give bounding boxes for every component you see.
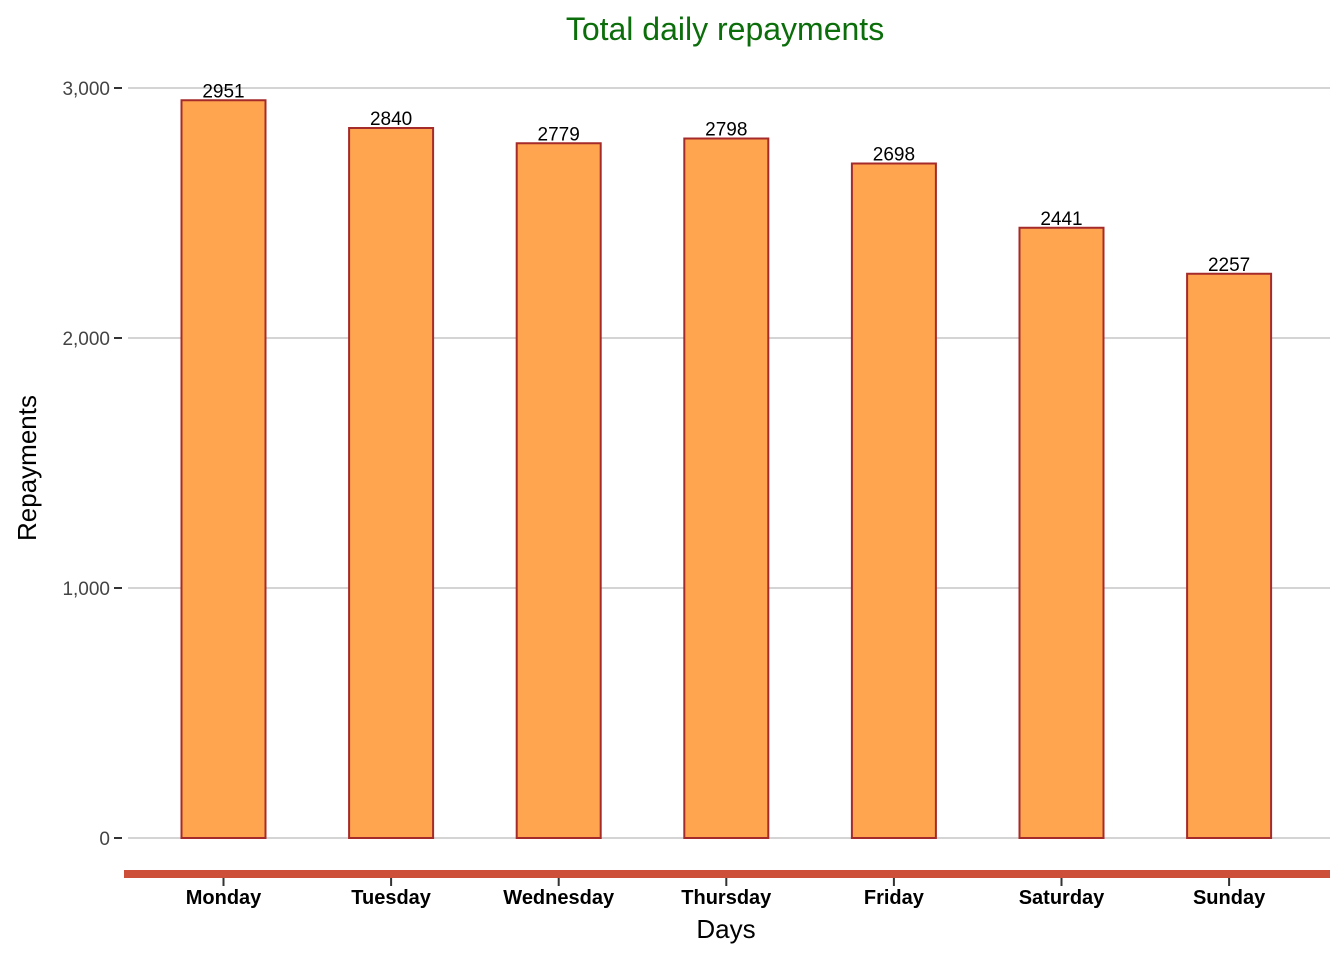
- x-tick-label: Friday: [864, 887, 925, 909]
- bar-wednesday: [515, 142, 602, 839]
- bar-tuesday: [348, 127, 435, 839]
- bar-sunday: [1186, 272, 1273, 839]
- value-label: 2698: [873, 145, 915, 166]
- x-tick-label: Sunday: [1193, 887, 1266, 909]
- y-axis-ticks: 0 1,000 2,000 3,000: [62, 79, 122, 850]
- bars: [180, 99, 1273, 839]
- value-label: 2779: [538, 124, 580, 145]
- y-axis-title: Repayments: [12, 395, 42, 541]
- x-axis-ticks: Monday Tuesday Wednesday Thursday Friday Satu…: [186, 878, 1266, 909]
- bar-friday: [850, 162, 937, 839]
- y-tick-label: 2,000: [62, 329, 110, 350]
- value-label: 2441: [1040, 209, 1082, 230]
- value-label: 2840: [370, 109, 412, 130]
- y-tick-label: 0: [99, 829, 110, 850]
- value-label: 2951: [202, 81, 244, 102]
- bar-thursday: [683, 137, 770, 839]
- x-axis-title: Days: [696, 914, 755, 944]
- chart-title: Total daily repayments: [566, 11, 884, 47]
- bar-saturday: [1018, 226, 1105, 839]
- x-tick-label: Saturday: [1019, 887, 1105, 909]
- y-tick-label: 1,000: [62, 579, 110, 600]
- x-tick-label: Tuesday: [351, 887, 432, 909]
- y-tick-label: 3,000: [62, 79, 110, 100]
- x-tick-label: Wednesday: [503, 887, 615, 909]
- value-labels: 2951 2840 2779 2798 2698 2441 2257: [202, 81, 1250, 276]
- value-label: 2798: [705, 120, 747, 141]
- value-label: 2257: [1208, 255, 1250, 276]
- x-tick-label: Monday: [186, 887, 262, 909]
- bar-monday: [180, 99, 267, 839]
- x-tick-label: Thursday: [681, 887, 772, 909]
